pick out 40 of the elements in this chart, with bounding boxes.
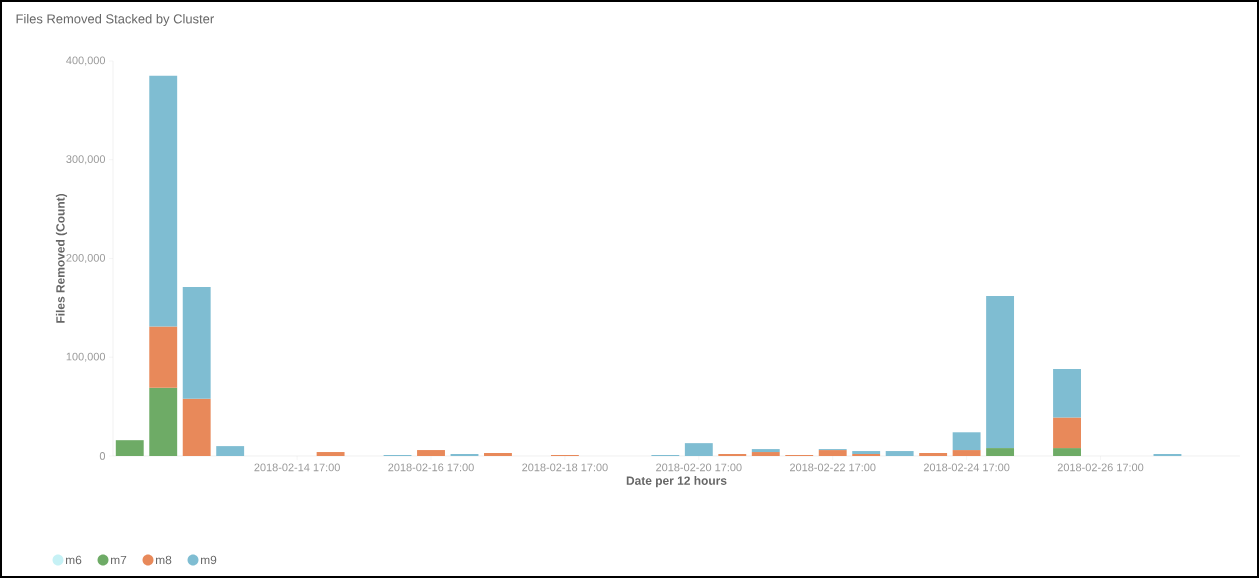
y-tick-label: 0: [99, 452, 106, 460]
bar: [149, 75, 178, 327]
legend-label: m7: [111, 555, 127, 565]
y-axis-title: Files Removed (Count): [55, 193, 68, 323]
bar: [149, 326, 178, 388]
x-tick-label: 2018-02-20 17:00: [656, 463, 742, 472]
bar: [818, 450, 847, 456]
bar: [182, 398, 211, 456]
y-tick-label: 300,000: [66, 155, 106, 165]
bar: [1053, 448, 1081, 456]
bar: [919, 453, 948, 456]
x-tick-label: 2018-02-22 17:00: [790, 463, 876, 472]
legend-label: m8: [156, 555, 172, 565]
bar: [986, 448, 1015, 456]
chart-title: Files Removed Stacked by Cluster: [16, 13, 214, 27]
x-tick-label: 2018-02-24 17:00: [923, 463, 1010, 472]
bar: [484, 453, 512, 456]
y-tick-label: 200,000: [66, 253, 106, 264]
bar: [316, 452, 345, 456]
bar: [952, 432, 981, 451]
bar: [986, 296, 1015, 449]
bar: [417, 450, 445, 456]
bar: [115, 440, 144, 456]
x-tick-label: 2018-02-16 17:00: [388, 463, 474, 472]
bar: [885, 451, 914, 456]
legend-label: m6: [66, 555, 82, 565]
y-tick-label: 400,000: [66, 56, 106, 66]
legend-label: m9: [201, 555, 217, 565]
bar: [1053, 417, 1081, 449]
x-tick-label: 2018-02-14 17:00: [254, 463, 340, 472]
y-tick-label: 100,000: [66, 352, 106, 362]
x-tick-label: 2018-02-26 17:00: [1057, 463, 1144, 472]
bar: [216, 446, 245, 456]
bar: [1053, 369, 1081, 418]
bar: [952, 450, 981, 456]
bar: [684, 443, 713, 456]
bar: [182, 287, 211, 399]
x-tick-label: 2018-02-18 17:00: [522, 463, 608, 472]
bar: [149, 387, 178, 456]
x-axis-title: Date per 12 hours: [626, 476, 727, 488]
